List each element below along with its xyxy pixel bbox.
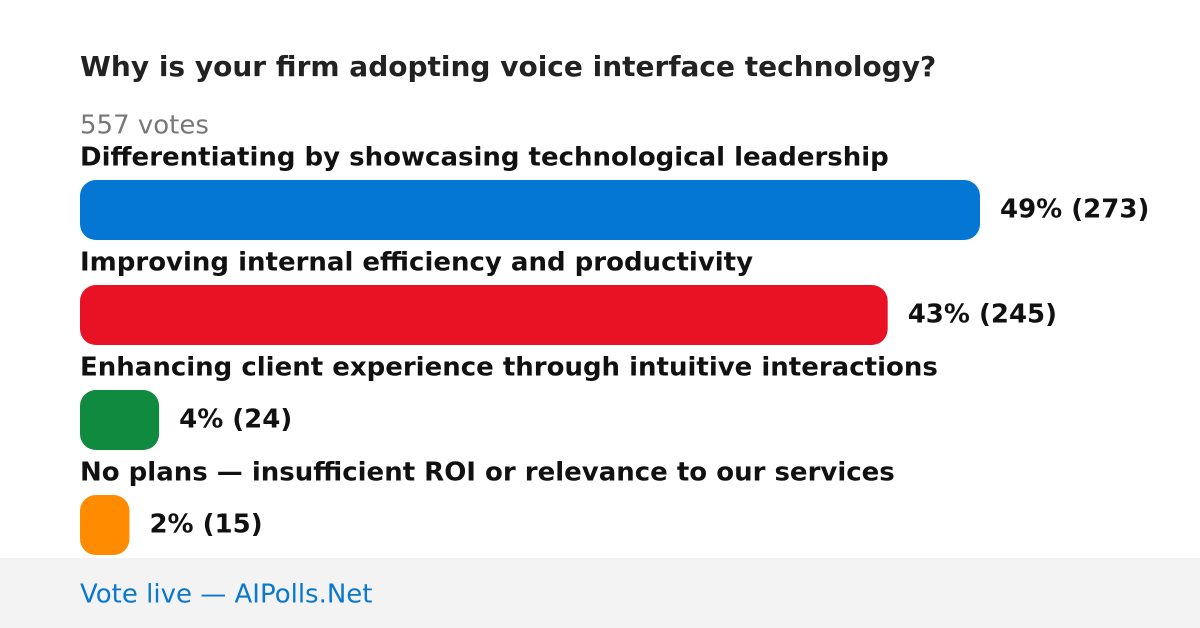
bar — [80, 180, 980, 240]
value-label: 43% (245) — [908, 300, 1057, 330]
option-label: Differentiating by showcasing technologi… — [80, 143, 889, 173]
chart-title: Why is your firm adopting voice interfac… — [80, 50, 936, 83]
option-label: No plans — insufficient ROI or relevance… — [80, 458, 895, 488]
bar — [80, 390, 160, 450]
footer-link[interactable]: Vote live — AIPolls.Net — [80, 580, 373, 610]
footer-band — [0, 558, 1200, 628]
option-label: Improving internal efficiency and produc… — [80, 248, 753, 278]
value-label: 49% (273) — [1000, 195, 1149, 225]
value-label: 2% (15) — [149, 510, 262, 540]
option-label: Enhancing client experience through intu… — [80, 353, 938, 383]
bar — [80, 285, 888, 345]
bar — [80, 495, 130, 555]
vote-count: 557 votes — [80, 111, 209, 141]
value-label: 4% (24) — [179, 405, 292, 435]
